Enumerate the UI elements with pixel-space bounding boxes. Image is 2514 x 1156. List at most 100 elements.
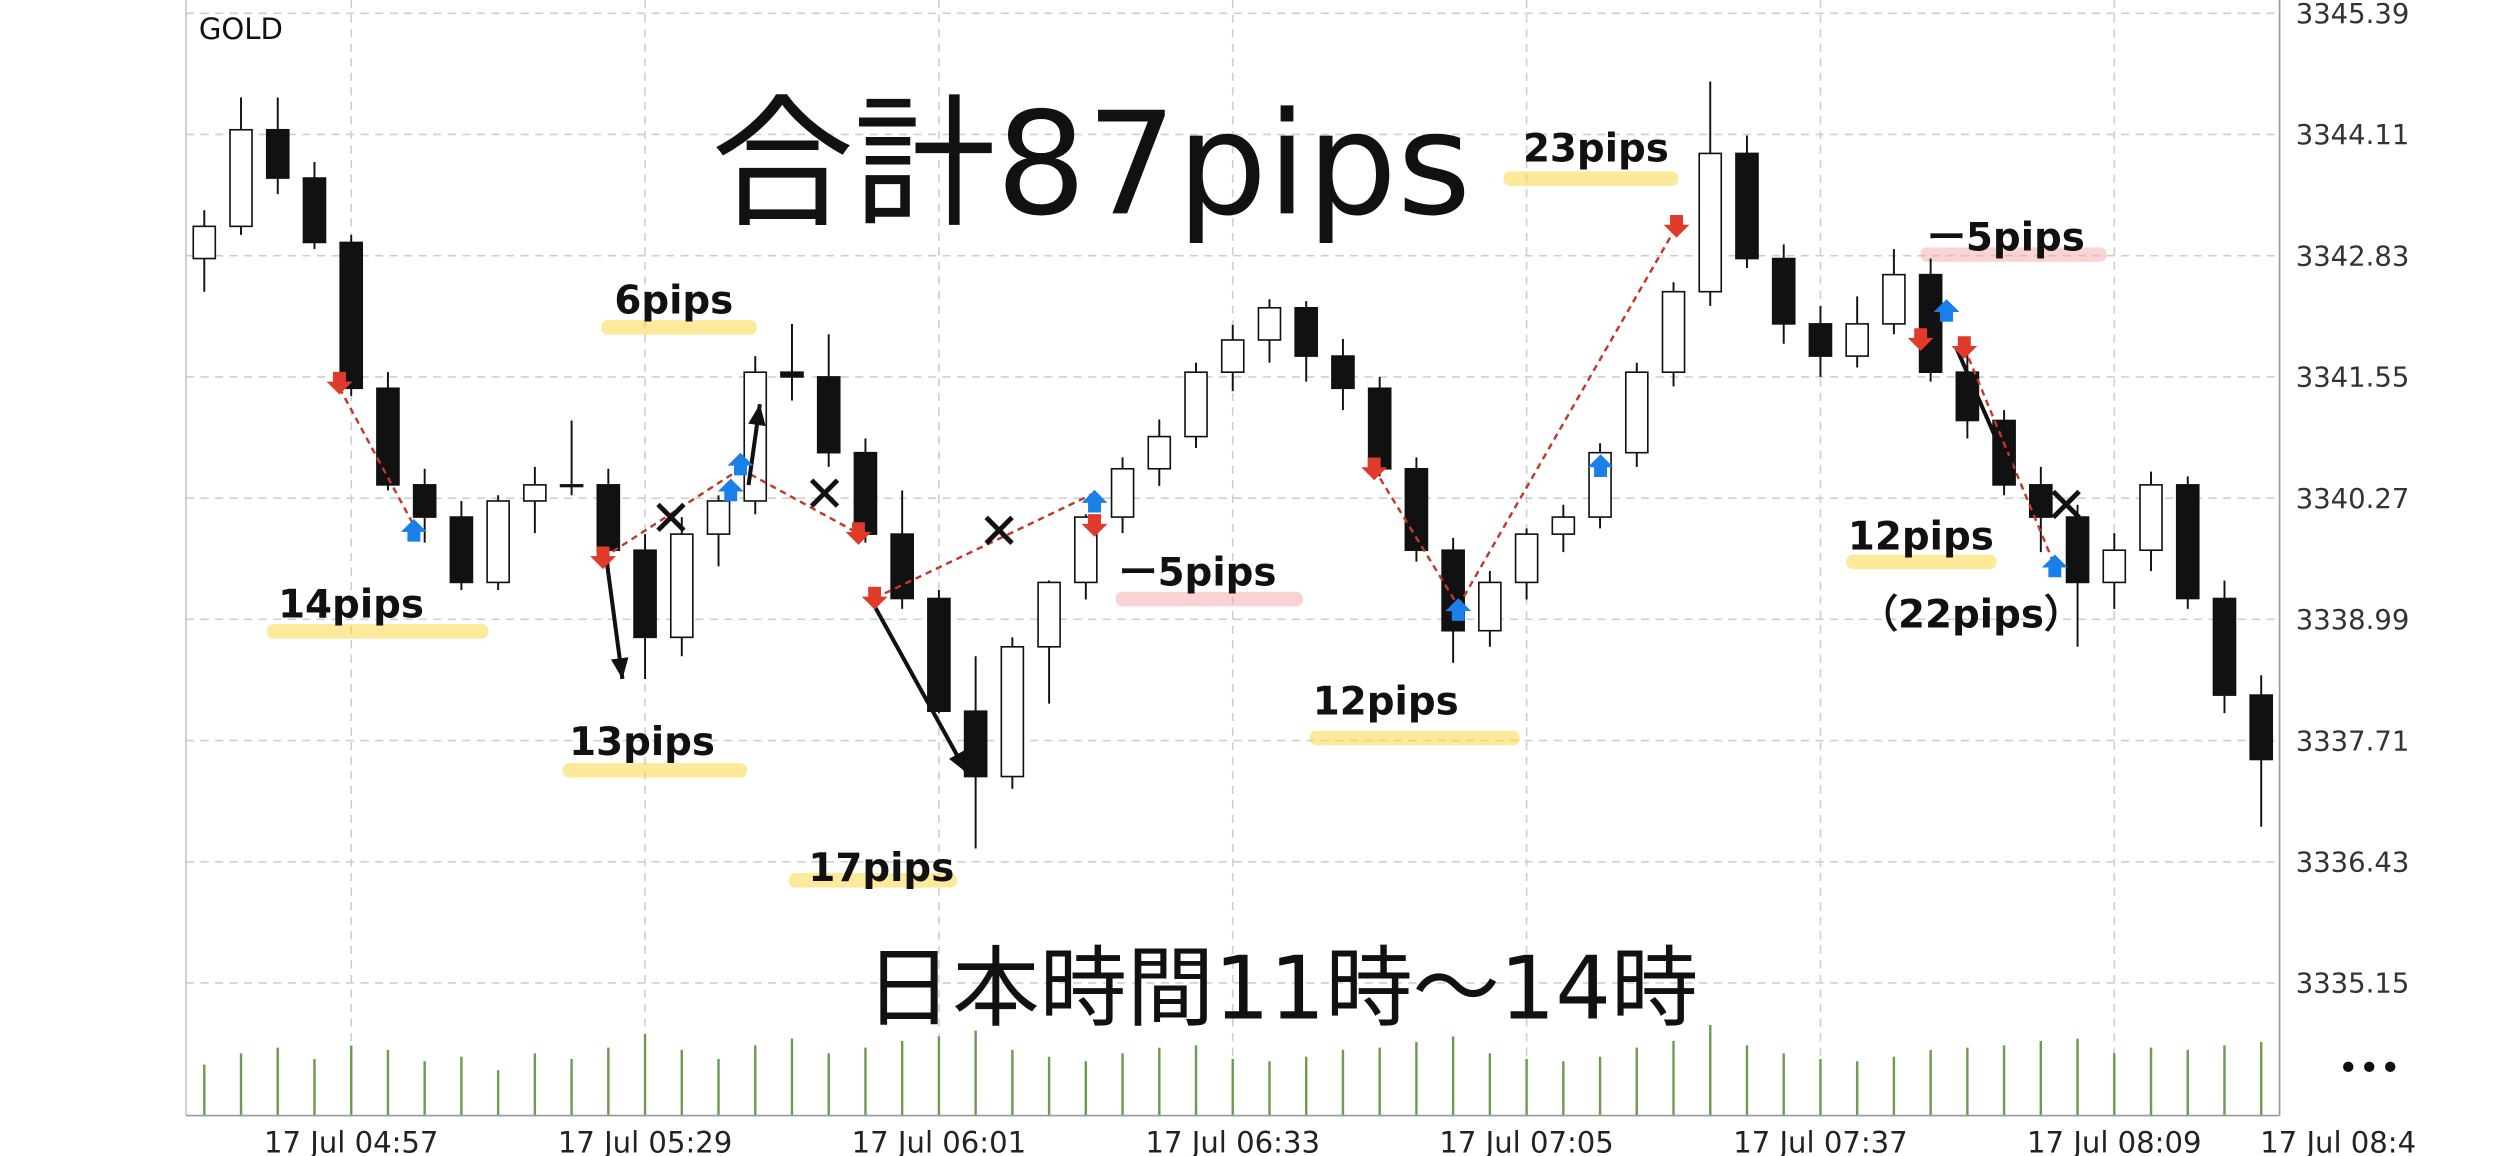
highlight bbox=[1846, 554, 1997, 570]
highlight bbox=[788, 873, 958, 888]
candle-body bbox=[2028, 484, 2053, 518]
sell-signal bbox=[326, 371, 353, 395]
candle-body bbox=[559, 484, 584, 488]
labels: 3345.39 3344.11 3342.83 3341.55 3340.27 3338.… bbox=[264, 0, 2409, 1156]
candle-body bbox=[265, 128, 290, 179]
move-arrow-head bbox=[948, 750, 967, 773]
move-arrow-head bbox=[748, 404, 766, 427]
y-tick-label: 3341.55 bbox=[2296, 362, 2410, 394]
pips-label: （22pips） bbox=[1859, 592, 2083, 637]
pips-label: 14pips bbox=[278, 583, 424, 628]
candle-body bbox=[2175, 484, 2200, 600]
sell-signal bbox=[1361, 457, 1388, 481]
sell-signal bbox=[590, 546, 616, 570]
move-arrow-head bbox=[610, 657, 629, 680]
highlight bbox=[562, 763, 747, 778]
x-edge-label: 17 Jul 08:4 bbox=[2260, 1126, 2416, 1156]
subtitle: 日本時間11時〜14時 bbox=[865, 938, 1698, 1040]
candle-body bbox=[1257, 306, 1282, 341]
candle-body bbox=[229, 128, 253, 228]
buy-signal bbox=[400, 518, 427, 542]
headline: 合計87pips bbox=[711, 81, 1471, 247]
pips-label: 13pips bbox=[569, 720, 715, 765]
candle-body bbox=[2102, 549, 2127, 584]
menu-button[interactable]: ••• bbox=[2338, 1048, 2401, 1089]
candle-body bbox=[1294, 306, 1319, 357]
candle-body bbox=[816, 376, 841, 454]
trade-path bbox=[338, 387, 415, 527]
candle-body bbox=[890, 533, 915, 600]
sell-signal bbox=[1907, 328, 1934, 351]
candle-body bbox=[486, 500, 510, 584]
pips-label: 12pips bbox=[1848, 515, 1994, 560]
candle-body bbox=[1478, 581, 1502, 632]
pips-label: 6pips bbox=[614, 279, 733, 324]
x-tick-label: 17 Jul 07:37 bbox=[1733, 1126, 1907, 1156]
x-tick-label: 17 Jul 04:57 bbox=[264, 1126, 438, 1156]
candle-body bbox=[1771, 257, 1796, 325]
y-tick-label: 3338.99 bbox=[2296, 604, 2410, 636]
candle-body bbox=[927, 597, 951, 713]
candle-body bbox=[1735, 152, 1759, 260]
cross-mark bbox=[984, 515, 1014, 545]
candle-body bbox=[1000, 645, 1025, 778]
candle-body bbox=[2249, 694, 2274, 761]
cross-mark bbox=[809, 478, 840, 508]
buy-signal bbox=[1587, 454, 1614, 477]
candle-body bbox=[449, 516, 474, 584]
sell-signal bbox=[861, 586, 888, 610]
y-tick-label: 3336.43 bbox=[2296, 846, 2410, 878]
candle-body bbox=[192, 225, 217, 260]
candle-body bbox=[963, 710, 988, 778]
candle-body bbox=[1624, 371, 1649, 454]
candle-body bbox=[1110, 467, 1135, 518]
candle-body bbox=[596, 484, 621, 552]
candle-body bbox=[339, 241, 364, 390]
candle-body bbox=[2212, 597, 2237, 696]
candle-body bbox=[780, 371, 804, 378]
candle-body bbox=[669, 533, 694, 639]
trade-overlay bbox=[326, 215, 2081, 774]
move-arrow bbox=[1954, 346, 2015, 478]
sell-signal bbox=[845, 522, 872, 545]
candle-body bbox=[633, 549, 657, 639]
candle-body bbox=[1661, 290, 1686, 373]
y-tick-label: 3337.71 bbox=[2296, 725, 2410, 757]
candle-body bbox=[1845, 323, 1869, 357]
candle-body bbox=[1882, 273, 1906, 325]
candle-body bbox=[302, 177, 327, 244]
highlight bbox=[1920, 247, 2107, 262]
highlight bbox=[266, 624, 489, 639]
candle-body bbox=[1147, 435, 1172, 470]
buy-signal bbox=[2041, 554, 2068, 578]
candle-body bbox=[1037, 581, 1061, 648]
y-tick-label: 3335.15 bbox=[2296, 968, 2410, 1000]
highlight bbox=[601, 320, 757, 335]
candle-body bbox=[706, 500, 731, 535]
sell-signal bbox=[1951, 336, 1978, 359]
highlights bbox=[266, 171, 2107, 888]
pips-label: ー5pips bbox=[1927, 216, 2085, 261]
symbol-label: GOLD bbox=[199, 12, 283, 46]
x-tick-label: 17 Jul 07:05 bbox=[1439, 1126, 1613, 1156]
candle-body bbox=[1184, 371, 1208, 438]
pips-label: ー5pips bbox=[1119, 550, 1277, 595]
candle-body bbox=[1918, 273, 1943, 373]
candle-body bbox=[1698, 152, 1723, 293]
x-tick-label: 17 Jul 06:33 bbox=[1146, 1126, 1320, 1156]
volume-panel bbox=[203, 1025, 2263, 1116]
candle-body bbox=[1955, 371, 1980, 422]
candle-body bbox=[1331, 355, 1355, 390]
candle-body bbox=[1551, 516, 1576, 535]
x-tick-label: 17 Jul 06:01 bbox=[852, 1126, 1026, 1156]
highlight bbox=[1503, 171, 1679, 186]
x-tick-label: 17 Jul 05:29 bbox=[558, 1126, 732, 1156]
pips-label: 23pips bbox=[1523, 127, 1669, 172]
candle-body bbox=[1514, 533, 1539, 584]
candle-body bbox=[2139, 484, 2163, 552]
pips-label: 17pips bbox=[808, 846, 954, 891]
buy-signal bbox=[1445, 598, 1472, 621]
